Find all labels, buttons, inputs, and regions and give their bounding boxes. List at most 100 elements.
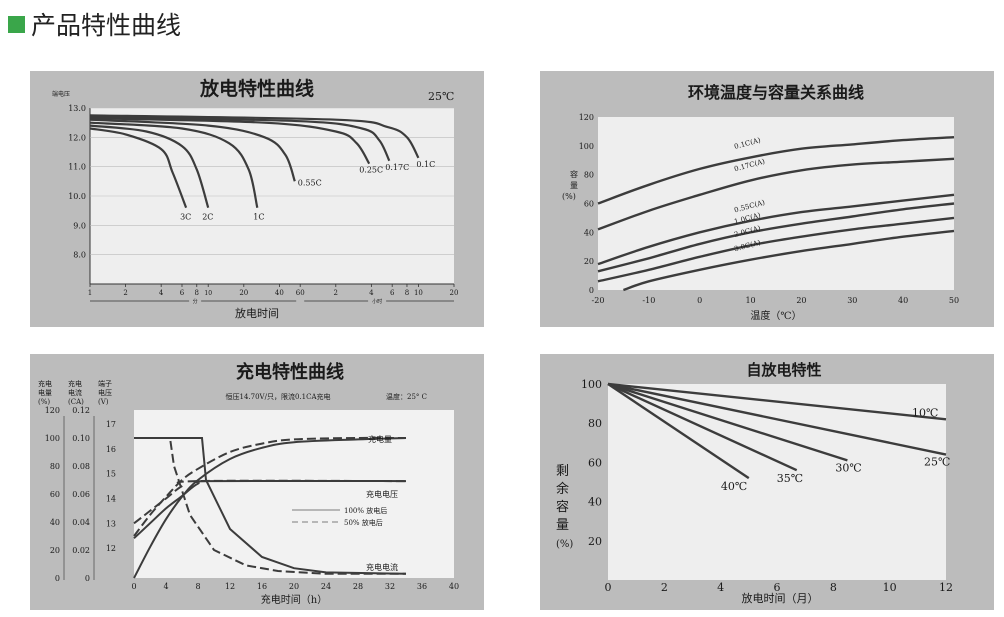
y-tick-label: 60 — [584, 200, 594, 209]
series-label: 10℃ — [912, 406, 938, 419]
charge-curve-4 — [134, 437, 407, 575]
x-tick-label: 40 — [275, 289, 284, 297]
y-tick-label: 0 — [589, 286, 594, 295]
y-axis-label-char: 量 — [570, 181, 578, 190]
y-tick-label: 40 — [584, 228, 594, 237]
x-tick-label: 16 — [257, 582, 267, 591]
discharge-curve-1C — [89, 121, 259, 208]
x-tick-label: 20 — [289, 582, 299, 591]
chart-title: 放电特性曲线 — [199, 77, 314, 100]
self-discharge-line-35℃ — [607, 382, 798, 472]
charge-quantity-tick: 40 — [50, 518, 60, 527]
charge-current-tick: 0.04 — [72, 518, 90, 527]
self-discharge-line-10℃ — [607, 382, 947, 421]
temperature-capacity-chart-panel: 环境温度与容量关系曲线 0 20 40 60 80 100 120 -20 -10 0 10 20 30 4… — [540, 71, 994, 327]
x-tick-label: 1 — [88, 289, 92, 297]
plot-area — [598, 117, 954, 290]
x-axis-label: 放电时间（月） — [742, 591, 819, 605]
series-label: 30℃ — [835, 461, 861, 474]
y-tick-label: 9.0 — [73, 221, 86, 230]
x-tick-label: 30 — [847, 296, 857, 305]
series-label: 0.1C — [416, 160, 435, 169]
y-tick-label: 80 — [584, 171, 594, 180]
hours-unit-label: 小时 — [372, 298, 382, 305]
x-tick-label: 6 — [390, 289, 395, 297]
green-square-icon — [8, 15, 25, 33]
chart-title: 自放电特性 — [746, 361, 821, 379]
charge-quantity-tick: 20 — [50, 546, 60, 555]
terminal-voltage-tick: 15 — [106, 470, 116, 479]
curve-label: 充电量 — [368, 434, 392, 444]
plot-area — [608, 384, 946, 580]
chart-subtitle: 恒压14.70V/只，限流0.1CA充电 — [226, 392, 331, 401]
charge-quantity-tick: 80 — [50, 462, 60, 471]
x-tick-label: 20 — [450, 289, 459, 297]
x-tick-label: 0 — [131, 582, 136, 591]
y-axis-label: 端电压 — [52, 90, 70, 98]
self-discharge-line-25℃ — [607, 382, 947, 456]
axis-header-line: (CA) — [68, 398, 84, 406]
axis-header-line: 电压 — [98, 388, 112, 397]
y-tick-label: 13.0 — [68, 104, 86, 113]
x-tick-label: 2 — [661, 581, 668, 594]
x-tick-label: 4 — [159, 289, 164, 297]
self-discharge-chart-panel: 自放电特性 20 40 60 80 100 0 2 4 6 8 10 12 剩余容量 (%) 放电时间（月） 1… — [540, 354, 994, 610]
terminal-voltage-tick: 14 — [106, 495, 116, 504]
capacity-curve-0.1C(A) — [597, 136, 955, 205]
discharge-curve-0.25C — [89, 117, 371, 165]
charge-current-tick: 0.10 — [72, 434, 90, 443]
x-tick-label: 10 — [745, 296, 755, 305]
x-tick-label: 10 — [414, 289, 423, 297]
self-discharge-line-30℃ — [607, 382, 848, 462]
hours-unit-bg — [368, 297, 387, 305]
x-tick-label: 4 — [163, 582, 168, 591]
series-label: 3C — [180, 213, 191, 222]
self-discharge-line-40℃ — [607, 383, 750, 480]
x-tick-label: 50 — [949, 296, 959, 305]
x-tick-label: 28 — [353, 582, 363, 591]
capacity-curve-1.0C(A) — [597, 202, 955, 273]
y-tick-label: 100 — [581, 378, 602, 391]
axis-header-line: 电流 — [68, 388, 82, 397]
series-label: 0.55C — [298, 178, 322, 187]
x-tick-label: 8 — [830, 581, 837, 594]
axis-header-line: 电量 — [38, 388, 52, 397]
axis-header-line: (%) — [38, 398, 50, 406]
terminal-voltage-tick: 16 — [106, 445, 116, 454]
x-tick-label: 4 — [369, 289, 374, 297]
charge-current-tick: 0.06 — [72, 490, 90, 499]
series-label: 40℃ — [721, 480, 747, 493]
x-tick-label: 36 — [417, 582, 427, 591]
x-tick-label: 20 — [239, 289, 248, 297]
minutes-unit-bg — [189, 297, 202, 305]
curve-label: 充电电压 — [366, 489, 398, 499]
y-axis-label-char: (%) — [556, 539, 573, 550]
y-tick-label: 20 — [584, 257, 594, 266]
temperature-label: 25℃ — [428, 90, 454, 103]
charge-current-tick: 0.02 — [72, 546, 90, 555]
y-tick-label: 100 — [579, 142, 594, 151]
capacity-curve-2.0C(A) — [597, 216, 955, 283]
terminal-voltage-tick: 17 — [106, 420, 116, 429]
charge-quantity-tick: 0 — [55, 574, 60, 583]
legend-label: 100% 放电后 — [344, 506, 387, 515]
charge-quantity-tick: 60 — [50, 490, 60, 499]
x-tick-label: 6 — [180, 289, 185, 297]
chart-title: 环境温度与容量关系曲线 — [688, 83, 864, 102]
x-tick-label: 4 — [717, 581, 724, 594]
y-tick-label: 20 — [588, 535, 602, 548]
terminal-voltage-tick: 12 — [106, 544, 116, 553]
x-tick-label: 32 — [385, 582, 395, 591]
page-title: 产品特性曲线 — [31, 11, 182, 40]
charge-curve-0 — [133, 437, 407, 579]
y-axis-label-char: 剩 — [556, 464, 569, 479]
y-tick-label: 60 — [588, 456, 602, 469]
terminal-voltage-tick: 13 — [106, 519, 116, 528]
series-label: 0.17C — [385, 163, 409, 172]
y-axis-label-char: 余 — [556, 481, 569, 497]
discharge-curve-0.1C — [89, 114, 420, 159]
charge-current-tick: 0.12 — [72, 406, 90, 415]
y-tick-label: 10.0 — [68, 192, 86, 201]
